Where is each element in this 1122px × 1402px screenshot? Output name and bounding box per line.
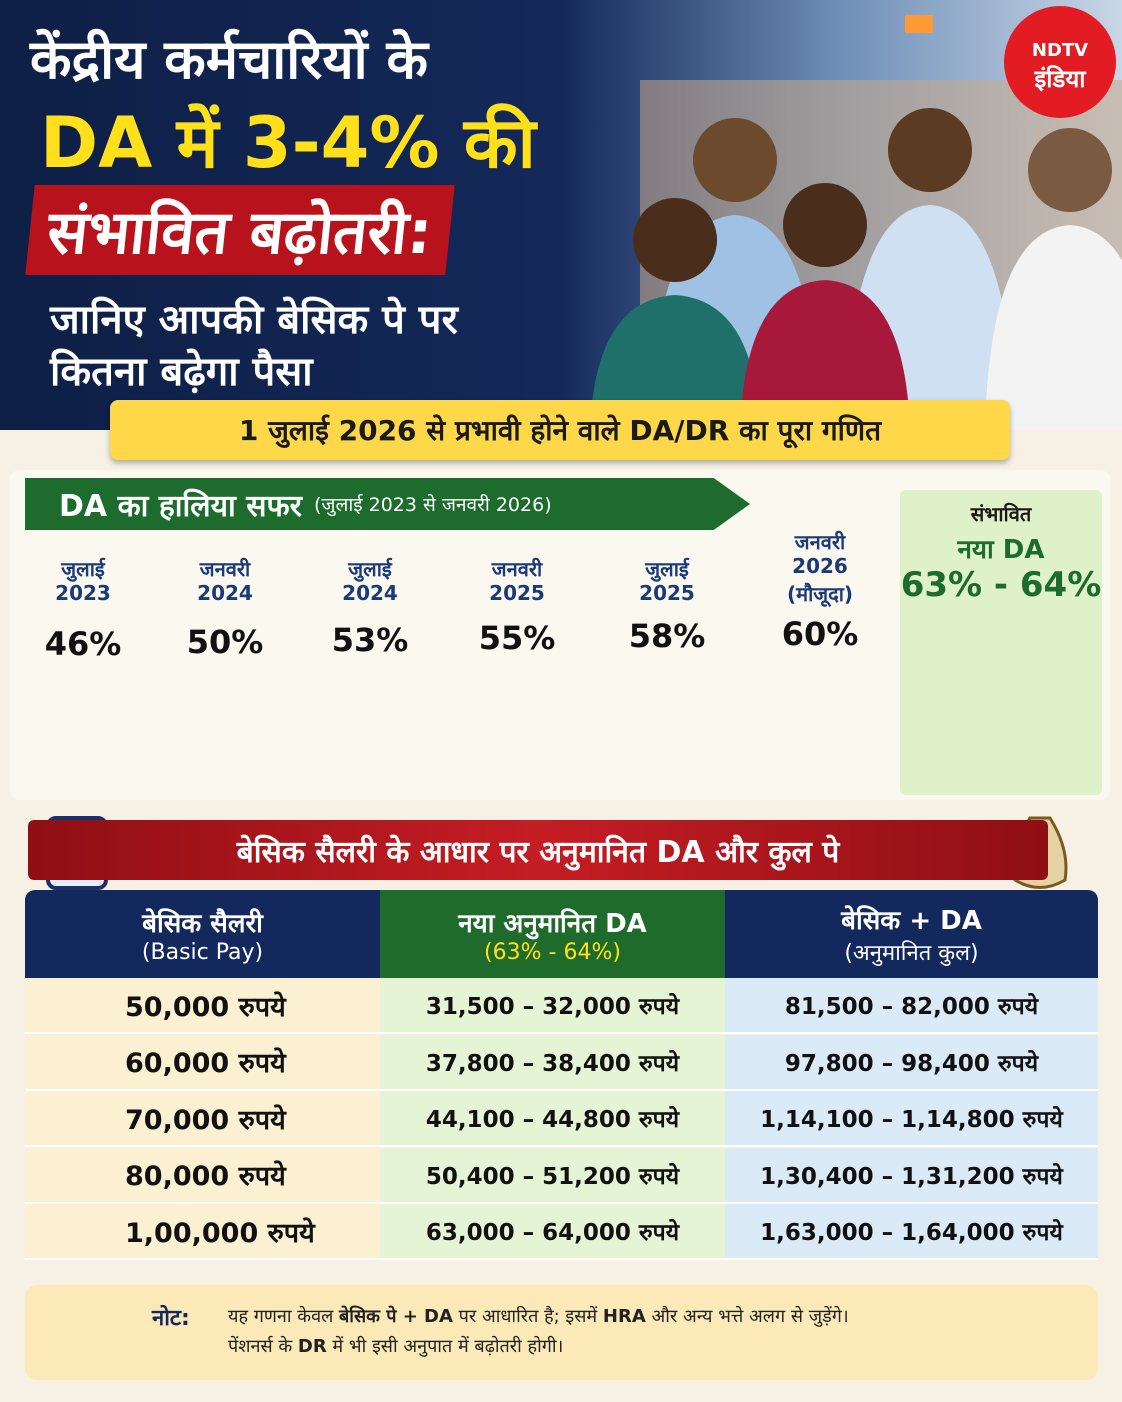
person-head bbox=[888, 108, 972, 192]
person-body bbox=[590, 295, 760, 430]
period-label: 2024 bbox=[342, 581, 398, 605]
period-label: जनवरी bbox=[491, 557, 543, 581]
table-cell: 97,800 – 98,400 रुपये bbox=[725, 1034, 1098, 1091]
da-value: 50% bbox=[186, 623, 264, 661]
period-label: जुलाई bbox=[348, 557, 392, 581]
text-segment: नया अनुमानित DA bbox=[458, 908, 647, 939]
table-cell: 81,500 – 82,000 रुपये bbox=[725, 978, 1098, 1034]
period-label: 2024 bbox=[197, 581, 253, 605]
person-head bbox=[1028, 128, 1112, 212]
da-value: 58% bbox=[628, 617, 706, 655]
table-cell: 37,800 – 38,400 रुपये bbox=[380, 1034, 725, 1091]
note-box bbox=[25, 1285, 1098, 1380]
text-segment: DA का हालिया सफर bbox=[59, 488, 302, 524]
timeline-title: DA का हालिया सफर (जुलाई 2023 से जनवरी 202… bbox=[25, 478, 750, 530]
logo-text: इंडिया bbox=[1034, 65, 1086, 93]
note-line: यह गणना केवल बेसिक पे + DA पर आधारित है;… bbox=[228, 1304, 849, 1328]
text-segment: पेंशनर्स के bbox=[228, 1336, 298, 1357]
text-segment: (63% - 64%) bbox=[484, 939, 621, 965]
text-segment: यह गणना केवल bbox=[228, 1306, 339, 1327]
text-segment: DR bbox=[297, 1336, 327, 1357]
person-head bbox=[783, 183, 867, 267]
flag bbox=[905, 15, 933, 33]
table-cell: 80,000 रुपये bbox=[25, 1147, 380, 1204]
period-label: 2026 bbox=[792, 554, 848, 578]
subtitle-line: जानिए आपकी बेसिक पे पर bbox=[50, 297, 458, 343]
table-cell: 1,63,000 – 1,64,000 रुपये bbox=[725, 1204, 1098, 1260]
table-header: बेसिक + DA (अनुमानित कुल) bbox=[725, 890, 1098, 978]
title-line: केंद्रीय कर्मचारियों के bbox=[30, 28, 428, 91]
period-label: जुलाई bbox=[61, 557, 105, 581]
note-label: नोट: bbox=[152, 1306, 190, 1331]
period-label: (मौजूदा) bbox=[786, 582, 854, 606]
text-segment: पर आधारित है; इसमें bbox=[452, 1306, 603, 1327]
da-value: 60% bbox=[781, 615, 859, 653]
title-line: DA में 3-4% की bbox=[40, 102, 536, 184]
note-line: पेंशनर्स के DR में भी इसी अनुपात में बढ़… bbox=[228, 1334, 563, 1358]
table-cell: 70,000 रुपये bbox=[25, 1091, 380, 1147]
text-segment: बेसिक + DA bbox=[841, 906, 982, 936]
table-cell: 60,000 रुपये bbox=[25, 1034, 380, 1091]
logo-text: NDTV bbox=[1031, 40, 1089, 61]
period-label: 2025 bbox=[639, 581, 695, 605]
subtitle-line: कितना बढ़ेगा पैसा bbox=[50, 349, 313, 395]
text-segment: बेसिक सैलरी bbox=[142, 908, 263, 939]
title-line: संभावित बढ़ोतरी: bbox=[25, 185, 455, 275]
table-cell: 1,14,100 – 1,14,800 रुपये bbox=[725, 1091, 1098, 1147]
period-label: जनवरी bbox=[199, 557, 251, 581]
logo-circle bbox=[1004, 6, 1116, 118]
period-label: 2023 bbox=[55, 581, 111, 605]
table-cell: 50,400 – 51,200 रुपये bbox=[380, 1147, 725, 1204]
table-cell: 44,100 – 44,800 रुपये bbox=[380, 1091, 725, 1147]
person-head bbox=[633, 198, 717, 282]
text-segment: HRA bbox=[602, 1306, 646, 1327]
projection-label: संभावित bbox=[970, 502, 1032, 526]
da-value: 46% bbox=[44, 625, 122, 663]
text-segment: (जुलाई 2023 से जनवरी 2026) bbox=[313, 494, 552, 516]
table-header: नया अनुमानित DA (63% - 64%) bbox=[380, 890, 725, 978]
table-cell: 50,000 रुपये bbox=[25, 978, 380, 1034]
da-value: 55% bbox=[478, 619, 556, 657]
person-body bbox=[740, 280, 910, 430]
table-cell: 1,00,000 रुपये bbox=[25, 1204, 380, 1260]
text-segment: (Basic Pay) bbox=[141, 939, 264, 965]
table-header: बेसिक सैलरी (Basic Pay) bbox=[25, 890, 380, 978]
projection-box bbox=[900, 490, 1102, 795]
person-head bbox=[693, 118, 777, 202]
table-cell: 31,500 – 32,000 रुपये bbox=[380, 978, 725, 1034]
text-segment: में भी इसी अनुपात में बढ़ोतरी होगी। bbox=[326, 1336, 564, 1357]
text-segment: बेसिक पे + DA bbox=[339, 1306, 453, 1327]
person-body bbox=[985, 225, 1122, 430]
period-label: जनवरी bbox=[794, 530, 846, 554]
period-label: जुलाई bbox=[645, 557, 689, 581]
period-label: 2025 bbox=[489, 581, 545, 605]
text-segment: (अनुमानित कुल) bbox=[844, 941, 979, 966]
text-segment: और अन्य भत्ते अलग से जुड़ेंगे। bbox=[645, 1306, 849, 1327]
projection-value: 63% - 64% bbox=[900, 565, 1102, 605]
table-cell: 1,30,400 – 1,31,200 रुपये bbox=[725, 1147, 1098, 1204]
projection-label: नया DA bbox=[957, 535, 1045, 565]
banner: 1 जुलाई 2026 से प्रभावी होने वाले DA/DR … bbox=[110, 400, 1010, 460]
table-title: बेसिक सैलरी के आधार पर अनुमानित DA और कु… bbox=[28, 820, 1048, 880]
table-cell: 63,000 – 64,000 रुपये bbox=[380, 1204, 725, 1260]
da-value: 53% bbox=[331, 621, 409, 659]
